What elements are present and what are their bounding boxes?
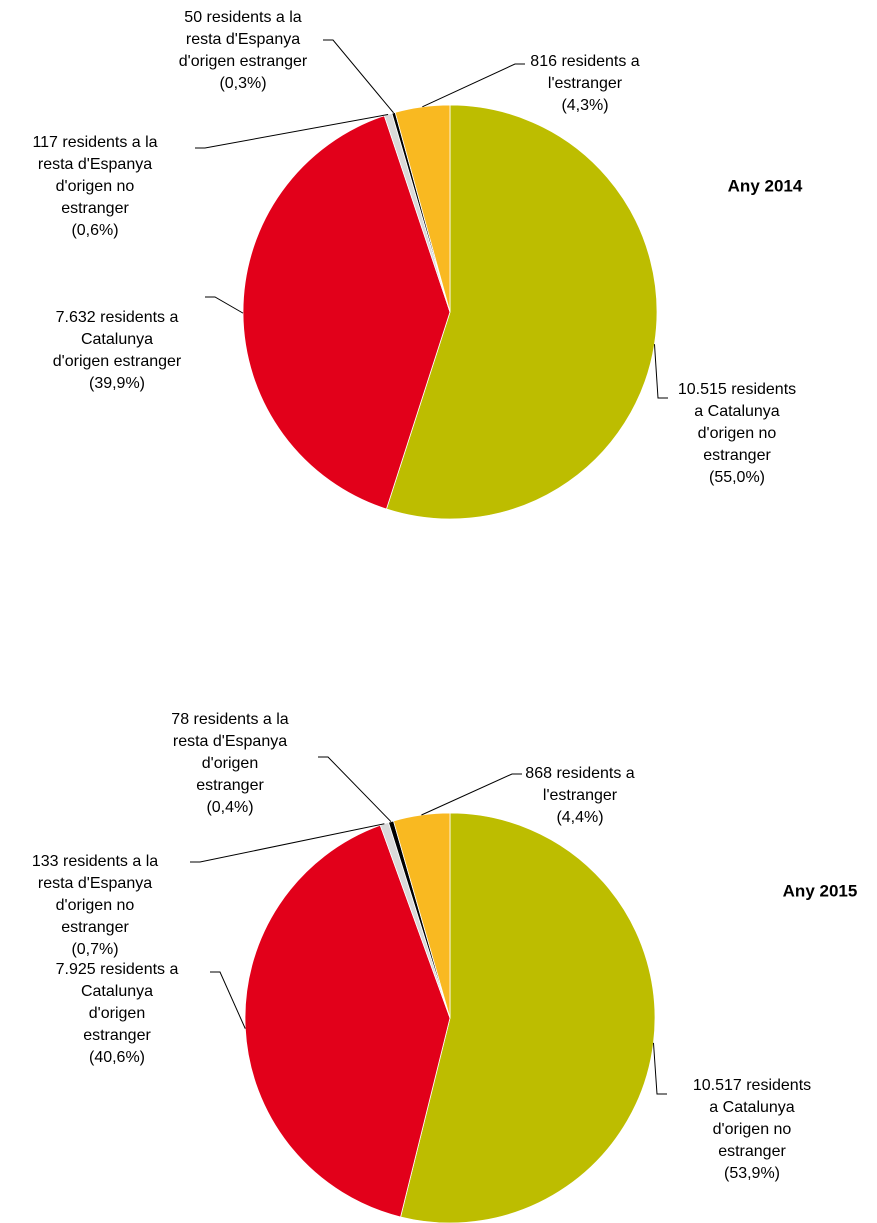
chart-title: Any 2015: [783, 881, 858, 900]
data-label: d'origen no: [713, 1121, 792, 1138]
data-label: a Catalunya: [694, 403, 779, 420]
data-label: estranger: [61, 919, 129, 936]
data-label: resta d'Espanya: [38, 156, 152, 173]
data-label: a Catalunya: [709, 1099, 794, 1116]
data-label: 816 residents a: [530, 53, 640, 70]
pie-slice: [244, 824, 451, 1218]
leader-line: [190, 823, 385, 863]
leader-line: [652, 1042, 667, 1095]
leader-line: [421, 773, 522, 816]
data-label: d'origen no: [698, 425, 777, 442]
data-label: (53,9%): [724, 1165, 780, 1182]
data-label: (55,0%): [709, 469, 765, 486]
data-label: estranger: [196, 777, 264, 794]
data-label: d'origen: [202, 755, 258, 772]
data-label: resta d'Espanya: [38, 875, 152, 892]
leader-line: [205, 296, 244, 314]
leader-line: [195, 113, 389, 149]
data-label: estranger: [718, 1143, 786, 1160]
pie-slice: [392, 812, 451, 1019]
data-label: d'origen: [89, 1005, 145, 1022]
data-label: 10.515 residents: [678, 381, 796, 398]
data-label: 78 residents a la: [171, 711, 289, 728]
data-label: Catalunya: [81, 983, 153, 1000]
leader-line: [210, 971, 246, 1029]
data-label: 7.925 residents a: [56, 961, 179, 978]
data-label: l'estranger: [543, 787, 618, 804]
data-label: Catalunya: [81, 331, 153, 348]
pie-slice: [394, 104, 451, 313]
data-label: (0,7%): [71, 941, 118, 958]
pie-slice: [242, 115, 451, 510]
chart-title: Any 2014: [728, 176, 803, 195]
data-label: 50 residents a la: [184, 9, 302, 26]
pie-slice: [400, 812, 656, 1223]
data-label: (40,6%): [89, 1049, 145, 1066]
leader-line: [323, 39, 394, 114]
leader-line: [653, 344, 668, 399]
data-label: estranger: [83, 1027, 151, 1044]
data-label: 117 residents a la: [32, 134, 157, 151]
leader-line: [422, 63, 525, 108]
data-label: 133 residents a la: [32, 853, 158, 870]
pie-slice: [385, 104, 658, 520]
data-label: resta d'Espanya: [186, 31, 300, 48]
data-label: d'origen no: [56, 897, 135, 914]
data-label: (0,6%): [71, 222, 118, 239]
data-label: 10.517 residents: [693, 1077, 811, 1094]
data-label: 868 residents a: [525, 765, 635, 782]
data-label: resta d'Espanya: [173, 733, 287, 750]
data-label: (0,4%): [206, 799, 253, 816]
data-label: d'origen no: [56, 178, 135, 195]
data-label: estranger: [61, 200, 129, 217]
data-label: (39,9%): [89, 375, 145, 392]
data-label: d'origen estranger: [179, 53, 308, 70]
data-label: estranger: [703, 447, 771, 464]
data-label: (4,4%): [556, 809, 603, 826]
data-label: 7.632 residents a: [56, 309, 179, 326]
leader-line: [318, 756, 392, 823]
data-label: (4,3%): [561, 97, 608, 114]
data-label: l'estranger: [548, 75, 623, 92]
data-label: (0,3%): [219, 75, 266, 92]
data-label: d'origen estranger: [53, 353, 182, 370]
